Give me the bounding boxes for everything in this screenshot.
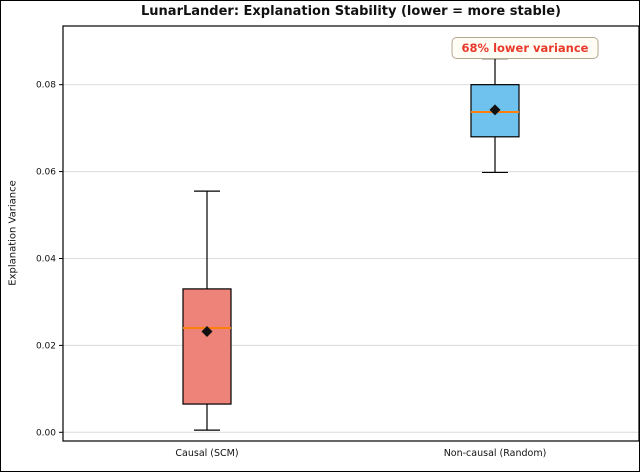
y-tick-label: 0.02 (36, 341, 56, 351)
y-tick-label: 0.00 (36, 428, 56, 438)
box-0 (182, 288, 232, 405)
mean-marker (201, 325, 213, 337)
y-tick-label: 0.04 (36, 254, 56, 264)
x-category-label: Non-causal (Random) (444, 448, 547, 459)
annotation-badge: 68% lower variance (451, 37, 599, 59)
y-tick-label: 0.08 (36, 81, 56, 91)
axes-frame (62, 25, 639, 442)
chart-title: LunarLander: Explanation Stability (lowe… (141, 4, 561, 19)
y-tick-label: 0.06 (36, 168, 56, 178)
axes-background (63, 26, 639, 441)
mean-marker (489, 104, 501, 116)
x-category-label: Causal (SCM) (175, 448, 238, 459)
